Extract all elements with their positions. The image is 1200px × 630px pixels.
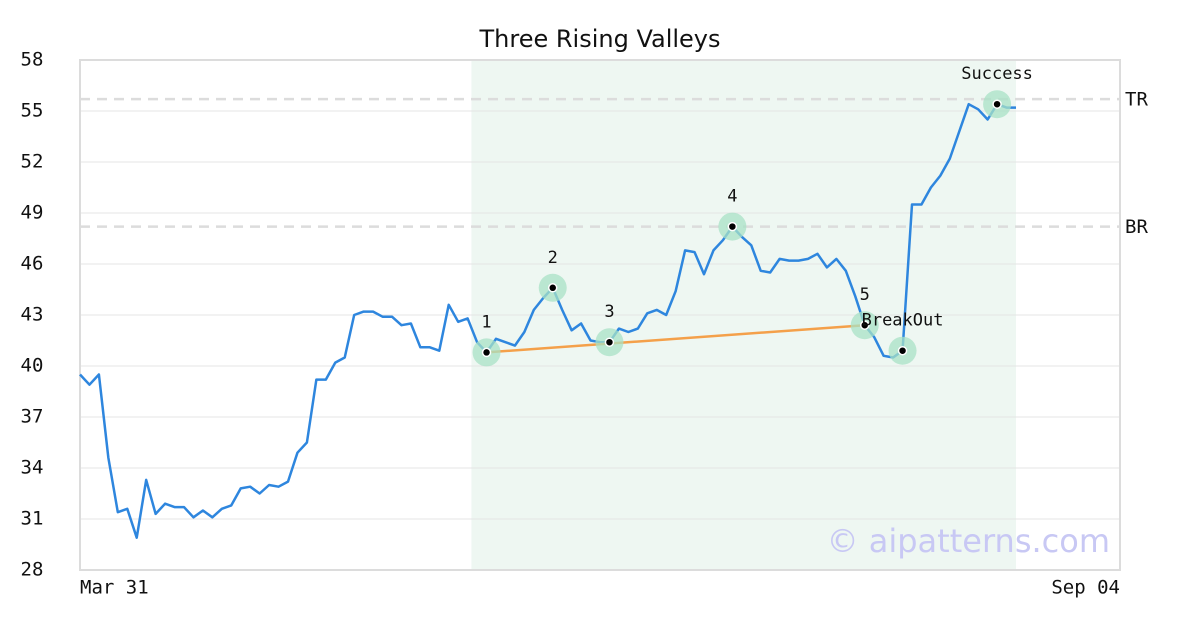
y-tick-label: 46 bbox=[21, 253, 44, 275]
y-tick-label: 28 bbox=[21, 559, 44, 581]
y-tick-label: 31 bbox=[21, 508, 44, 530]
pattern-point bbox=[859, 320, 870, 330]
pattern-label: 1 bbox=[481, 312, 491, 332]
y-tick-label: 55 bbox=[21, 100, 44, 122]
pattern-point bbox=[727, 221, 738, 232]
pattern-point bbox=[992, 99, 1002, 109]
pattern-point bbox=[897, 345, 908, 356]
y-tick-label: 49 bbox=[21, 202, 44, 224]
y-tick-label: 34 bbox=[21, 457, 44, 479]
pattern-label: 5 bbox=[860, 285, 870, 305]
level-label: BR bbox=[1125, 216, 1148, 238]
plot-frame bbox=[79, 59, 1121, 571]
pattern-point bbox=[547, 283, 558, 293]
pattern-point bbox=[481, 347, 492, 358]
pattern-label: 4 bbox=[727, 187, 737, 207]
y-tick-label: 37 bbox=[21, 406, 44, 428]
y-tick-label: 52 bbox=[21, 151, 44, 173]
pattern-point bbox=[604, 337, 615, 347]
x-tick-label: Mar 31 bbox=[80, 577, 149, 599]
x-tick-label: Sep 04 bbox=[1051, 577, 1120, 599]
level-label: TR bbox=[1125, 89, 1148, 111]
pattern-label: Success bbox=[961, 64, 1033, 84]
pattern-label: 3 bbox=[604, 302, 614, 322]
y-tick-label: 43 bbox=[21, 304, 44, 326]
y-tick-label: 40 bbox=[21, 355, 44, 377]
pattern-label: BreakOut bbox=[862, 311, 944, 331]
pattern-label: 2 bbox=[548, 248, 558, 268]
watermark: © aipatterns.com bbox=[827, 522, 1110, 560]
y-tick-label: 58 bbox=[21, 49, 44, 71]
trend-line bbox=[486, 323, 865, 354]
chart-title: Three Rising Valleys bbox=[478, 25, 720, 53]
